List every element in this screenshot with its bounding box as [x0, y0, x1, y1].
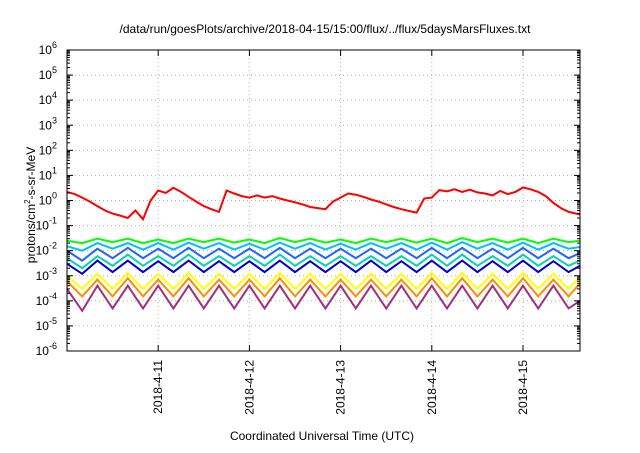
series-line — [66, 283, 581, 313]
y-tick-label-exponent: -4 — [49, 291, 57, 301]
series-line — [66, 276, 581, 298]
x-tick-label: 2018-4-12 — [242, 360, 256, 415]
y-tick-label-exponent: -6 — [49, 341, 57, 351]
y-tick-label-base: 10 — [39, 168, 53, 182]
series-line — [66, 246, 581, 262]
y-tick-label: 102 — [39, 140, 57, 157]
y-tick-label: 10-5 — [36, 316, 57, 333]
y-tick-label: 101 — [39, 165, 57, 182]
y-axis-label-superscript: 2 — [23, 199, 32, 204]
chart-title: /data/run/goesPlots/archive/2018-04-15/1… — [120, 22, 532, 36]
x-tick-label: 2018-4-15 — [516, 360, 530, 415]
y-tick-label-exponent: -1 — [49, 216, 57, 226]
y-tick-label: 10-1 — [36, 216, 57, 233]
y-tick-label: 104 — [39, 90, 57, 107]
grid-layer — [67, 50, 580, 351]
y-tick-label: 100 — [39, 191, 57, 208]
y-axis-label: protons/cm2-s-sr-MeV — [23, 147, 38, 263]
x-tick-label: 2018-4-11 — [151, 360, 165, 414]
tick-label-layer: 10-610-510-410-310-210-11001011021031041… — [36, 40, 530, 415]
y-tick-label-base: 10 — [39, 93, 53, 107]
y-tick-label-base: 10 — [39, 43, 53, 57]
x-tick-label: 2018-4-14 — [425, 360, 439, 415]
y-tick-label-base: 10 — [36, 244, 50, 258]
y-tick-label-base: 10 — [39, 194, 53, 208]
y-tick-label-exponent: 1 — [52, 165, 57, 175]
series-line — [66, 253, 581, 270]
y-tick-label-base: 10 — [39, 143, 53, 157]
y-tick-label-base: 10 — [39, 68, 53, 82]
series-line — [66, 186, 581, 222]
y-tick-label-base: 10 — [36, 319, 50, 333]
y-tick-label-base: 10 — [39, 118, 53, 132]
x-tick-label: 2018-4-13 — [334, 360, 348, 415]
y-tick-label-exponent: -2 — [49, 241, 57, 251]
y-tick-label-base: 10 — [36, 269, 50, 283]
y-tick-label-exponent: 0 — [52, 191, 57, 201]
series-line — [66, 236, 581, 245]
y-tick-label-exponent: 5 — [52, 65, 57, 75]
y-tick-label-exponent: -3 — [49, 266, 57, 276]
x-axis-label: Coordinated Universal Time (UTC) — [230, 429, 414, 443]
series-line — [66, 259, 581, 276]
y-tick-label-exponent: -5 — [49, 316, 57, 326]
series-line — [66, 271, 581, 291]
y-tick-label-exponent: 6 — [52, 40, 57, 50]
y-tick-label: 10-3 — [36, 266, 57, 283]
y-axis-label-rest: -s-sr-MeV — [24, 147, 38, 200]
y-tick-label: 103 — [39, 115, 57, 132]
y-tick-label-base: 10 — [36, 219, 50, 233]
y-tick-label: 10-2 — [36, 241, 57, 258]
y-tick-label-exponent: 2 — [52, 140, 57, 150]
y-tick-label-base: 10 — [36, 294, 50, 308]
y-axis-label-base: protons/cm — [24, 204, 38, 263]
y-tick-label-exponent: 4 — [52, 90, 57, 100]
y-tick-label: 10-4 — [36, 291, 57, 308]
series-layer — [66, 186, 581, 313]
y-tick-label-exponent: 3 — [52, 115, 57, 125]
series-line — [66, 240, 581, 252]
y-tick-label-base: 10 — [36, 344, 50, 358]
y-tick-label: 105 — [39, 65, 57, 82]
plot-frame — [66, 49, 581, 352]
y-tick-label: 10-6 — [36, 341, 57, 358]
y-tick-label: 106 — [39, 40, 57, 57]
